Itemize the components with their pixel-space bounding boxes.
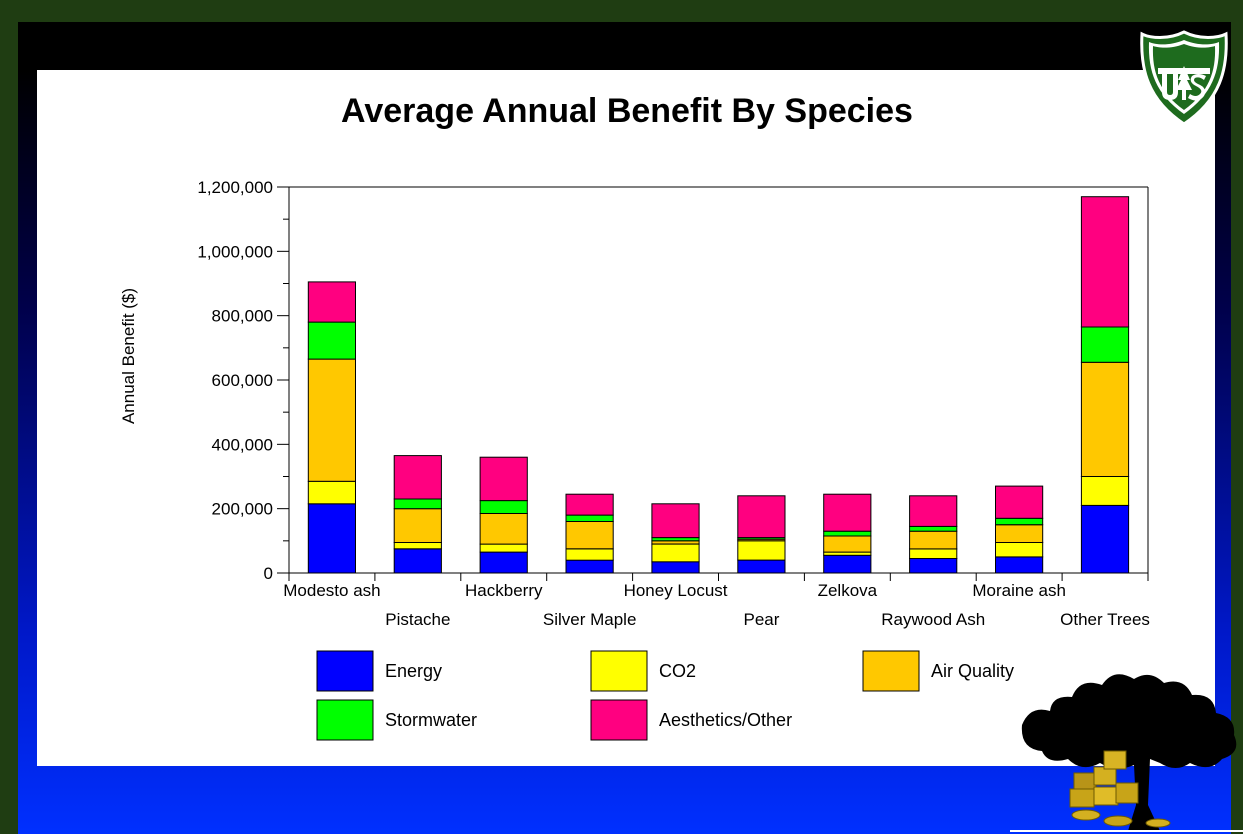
legend-label: Energy	[385, 661, 442, 681]
bar-segment-aesthetics-other-8	[995, 485, 1044, 519]
bar-segment-aesthetics-other-1	[393, 455, 442, 500]
bar-segment-aesthetics-other-2	[479, 456, 528, 502]
x-tick-label: Raywood Ash	[881, 610, 985, 629]
bar-segment-energy-2	[479, 551, 528, 574]
bar-segment-aesthetics-other-0	[307, 281, 356, 323]
bar-segment-air-quality-1	[393, 508, 442, 544]
bar-segment-energy-5	[737, 559, 786, 574]
bar-segment-co2-0	[307, 480, 356, 505]
x-tick-label: Pistache	[385, 610, 450, 629]
x-tick-label: Silver Maple	[543, 610, 637, 629]
bar-segment-air-quality-0	[307, 358, 356, 482]
x-tick-label: Other Trees	[1060, 610, 1150, 629]
bar-segment-co2-2	[479, 543, 528, 553]
bar-segment-aesthetics-other-3	[565, 493, 614, 516]
y-tick-label: 400,000	[212, 435, 273, 454]
bar-segment-energy-6	[823, 554, 872, 574]
legend: Energy CO2 Air Quality Stormwater Aesthetics…	[316, 650, 1014, 741]
x-tick-label: Pear	[743, 610, 779, 629]
bar-segment-energy-3	[565, 559, 614, 574]
chart-title: Average Annual Benefit By Species	[341, 92, 913, 130]
bar-segment-aesthetics-other-9	[1080, 196, 1130, 328]
tree-with-gold-coins-icon	[1010, 674, 1243, 832]
x-tick-label: Hackberry	[465, 581, 543, 600]
x-tick-label: Moraine ash	[972, 581, 1066, 600]
bar-segment-air-quality-6	[823, 535, 872, 553]
bar-segment-stormwater-7	[909, 525, 958, 532]
bar-segment-co2-3	[565, 548, 614, 561]
bar-segment-air-quality-2	[479, 513, 528, 545]
legend-label: Aesthetics/Other	[659, 710, 792, 730]
legend-label: CO2	[659, 661, 696, 681]
bar-segment-stormwater-1	[393, 498, 442, 510]
bar-segment-co2-9	[1080, 476, 1130, 506]
bar-segment-air-quality-9	[1080, 361, 1130, 477]
legend-swatch-stormwater	[316, 699, 374, 741]
bar-segment-aesthetics-other-6	[823, 493, 872, 532]
legend-label: Stormwater	[385, 710, 477, 730]
bar-segment-co2-5	[737, 540, 786, 561]
x-tick-label: Honey Locust	[624, 581, 728, 600]
bar-segment-aesthetics-other-7	[909, 495, 958, 527]
legend-swatch-energy	[316, 650, 374, 692]
legend-swatch-co2	[590, 650, 648, 692]
bar-segment-stormwater-9	[1080, 326, 1130, 363]
bar-segment-energy-8	[995, 556, 1044, 574]
bar-segment-stormwater-2	[479, 500, 528, 515]
bar-segment-air-quality-8	[995, 524, 1044, 543]
y-tick-label: 1,000,000	[197, 242, 273, 261]
bar-segment-energy-4	[651, 561, 700, 574]
bar-segment-co2-8	[995, 541, 1044, 558]
y-tick-label: 0	[264, 564, 273, 583]
legend-swatch-aesthetics-other	[590, 699, 648, 741]
bar-segment-aesthetics-other-4	[651, 503, 700, 539]
x-tick-label: Zelkova	[818, 581, 878, 600]
bar-segment-stormwater-0	[307, 321, 356, 360]
bar-segment-energy-9	[1080, 504, 1130, 574]
y-tick-label: 800,000	[212, 307, 273, 326]
bar-segment-stormwater-8	[995, 517, 1044, 526]
bar-segment-aesthetics-other-5	[737, 495, 786, 539]
y-axis-label: Annual Benefit ($)	[119, 288, 138, 424]
bar-segment-stormwater-6	[823, 530, 872, 537]
usfs-shield-logo-icon	[1140, 30, 1228, 126]
chart-card: Average Annual Benefit By Species Annual…	[37, 70, 1215, 766]
bar-segment-co2-4	[651, 543, 700, 563]
bar-segment-air-quality-3	[565, 521, 614, 550]
bar-segment-energy-7	[909, 558, 958, 574]
chart: Average Annual Benefit By Species Annual…	[119, 92, 1150, 741]
bar-segment-stormwater-3	[565, 514, 614, 523]
legend-label: Air Quality	[931, 661, 1014, 681]
bar-segment-energy-1	[393, 548, 442, 574]
bar-segment-co2-1	[393, 541, 442, 550]
bar-segment-air-quality-7	[909, 530, 958, 550]
y-tick-label: 1,200,000	[197, 178, 273, 197]
x-tick-label: Modesto ash	[283, 581, 380, 600]
y-tick-label: 200,000	[212, 500, 273, 519]
bars-layer	[307, 196, 1130, 574]
bar-segment-co2-7	[909, 548, 958, 559]
y-tick-label: 600,000	[212, 371, 273, 390]
bar-segment-energy-0	[307, 503, 356, 574]
legend-swatch-air-quality	[862, 650, 920, 692]
axes-layer: 0 200,000 400,000 600,000 800,000 1,000,000 1,…	[197, 178, 1150, 629]
